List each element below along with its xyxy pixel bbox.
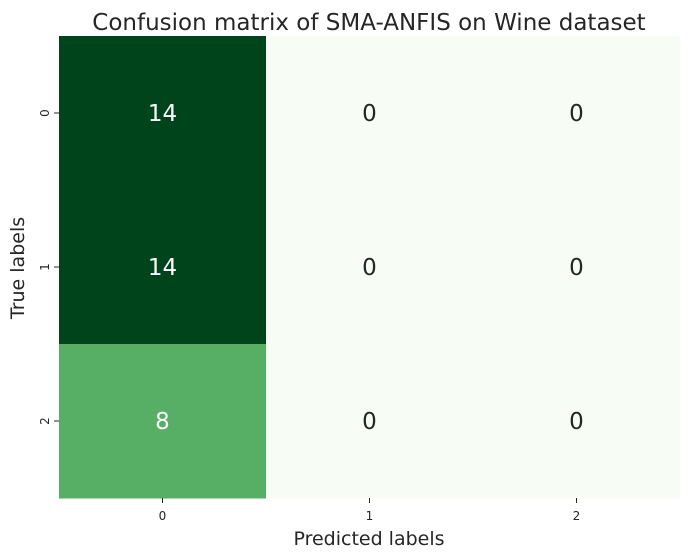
heatmap-cell-r1-c2 (473, 190, 681, 345)
heatmap-cell-r0-c0 (59, 36, 267, 191)
cell-value-r2-c2: 0 (569, 409, 584, 435)
y-tick-label-1: 1 (38, 263, 52, 271)
cell-value-r0-c0: 14 (148, 101, 177, 127)
x-axis-ticks: 0 1 2 (159, 498, 581, 523)
heatmap-cell-r2-c0 (59, 344, 267, 499)
chart-title: Confusion matrix of SMA-ANFIS on Wine da… (92, 10, 645, 36)
heatmap-cells (59, 36, 681, 499)
y-tick-label-0: 0 (38, 109, 52, 117)
cell-value-r1-c0: 14 (148, 255, 177, 281)
x-axis-label: Predicted labels (293, 528, 444, 550)
heatmap-cell-labels: 14 0 0 14 0 0 8 0 0 (148, 101, 584, 435)
heatmap-cell-r0-c1 (266, 36, 474, 191)
cell-value-r1-c2: 0 (569, 255, 584, 281)
x-tick-label-0: 0 (159, 509, 167, 523)
x-tick-label-2: 2 (573, 509, 581, 523)
heatmap-cell-r1-c1 (266, 190, 474, 345)
y-axis-label: True labels (7, 217, 29, 320)
cell-value-r0-c2: 0 (569, 101, 584, 127)
cell-value-r1-c1: 0 (362, 255, 377, 281)
cell-value-r2-c0: 8 (155, 409, 170, 435)
heatmap-cell-r2-c1 (266, 344, 474, 499)
heatmap-cell-r2-c2 (473, 344, 681, 499)
heatmap-cell-r0-c2 (473, 36, 681, 191)
x-tick-label-1: 1 (366, 509, 374, 523)
y-axis-ticks: 0 1 2 (38, 109, 59, 425)
cell-value-r0-c1: 0 (362, 101, 377, 127)
cell-value-r2-c1: 0 (362, 409, 377, 435)
y-tick-label-2: 2 (38, 417, 52, 425)
heatmap-cell-r1-c0 (59, 190, 267, 345)
